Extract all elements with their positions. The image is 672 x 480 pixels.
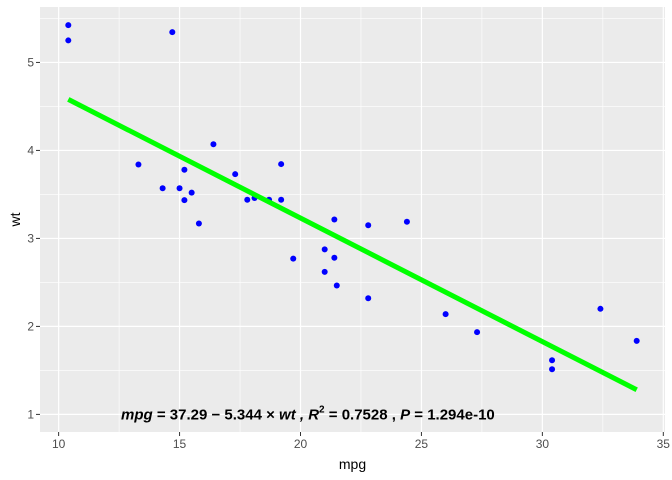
x-axis: 10 15 20 25 30 35 — [52, 432, 670, 451]
y-tick-label: 5 — [27, 55, 34, 69]
eq-body: = 37.29 − 5.344 × — [153, 406, 279, 423]
data-point — [65, 22, 72, 29]
data-point — [633, 337, 640, 344]
data-point — [181, 197, 188, 204]
data-point — [210, 141, 217, 148]
data-point — [333, 282, 340, 289]
x-tick-label: 35 — [657, 437, 671, 451]
data-point — [321, 246, 328, 253]
data-point — [244, 196, 251, 203]
data-point — [331, 254, 338, 261]
eq-r2-label: , R — [296, 406, 320, 423]
x-tick-label: 30 — [536, 437, 550, 451]
data-point — [365, 222, 372, 229]
y-axis-title: wt — [7, 212, 23, 227]
y-tick-label: 2 — [27, 319, 34, 333]
data-point — [442, 311, 449, 318]
data-point — [331, 216, 338, 223]
eq-p-value: = 1.294e-10 — [410, 406, 495, 423]
data-point — [195, 220, 202, 227]
minor-gridlines — [40, 7, 665, 432]
regression-line — [67, 97, 638, 392]
eq-r2-sup: 2 — [319, 404, 325, 415]
y-axis: 1 2 3 4 5 — [27, 55, 40, 421]
data-point — [135, 161, 142, 168]
x-tick-label: 15 — [173, 437, 187, 451]
eq-lhs: mpg — [121, 406, 153, 423]
x-axis-title: mpg — [339, 456, 366, 472]
data-point — [321, 268, 328, 275]
data-point — [65, 37, 72, 44]
regression-equation: mpg = 37.29 − 5.344 × wt , R2 = 0.7528 ,… — [121, 404, 495, 423]
x-tick-label: 25 — [415, 437, 429, 451]
eq-r2-value: = 0.7528 , — [325, 406, 400, 423]
data-point — [159, 185, 166, 192]
data-point — [365, 295, 372, 302]
data-point — [549, 357, 556, 364]
data-point — [181, 166, 188, 173]
data-point — [597, 305, 604, 312]
eq-p-label: P — [400, 406, 411, 423]
data-point — [188, 189, 195, 196]
data-point — [169, 29, 176, 36]
x-tick-label: 20 — [294, 437, 308, 451]
y-tick-label: 4 — [27, 143, 34, 157]
data-points — [65, 22, 640, 373]
data-point — [176, 185, 183, 192]
data-point — [232, 171, 239, 178]
data-point — [549, 366, 556, 373]
data-point — [403, 218, 410, 225]
x-tick-label: 10 — [52, 437, 66, 451]
y-tick-label: 1 — [27, 407, 34, 421]
data-point — [474, 329, 481, 336]
eq-var: wt — [279, 406, 297, 423]
panel-background — [40, 7, 665, 432]
y-tick-label: 3 — [27, 231, 34, 245]
data-point — [278, 161, 285, 168]
data-point — [290, 255, 297, 262]
data-point — [278, 196, 285, 203]
